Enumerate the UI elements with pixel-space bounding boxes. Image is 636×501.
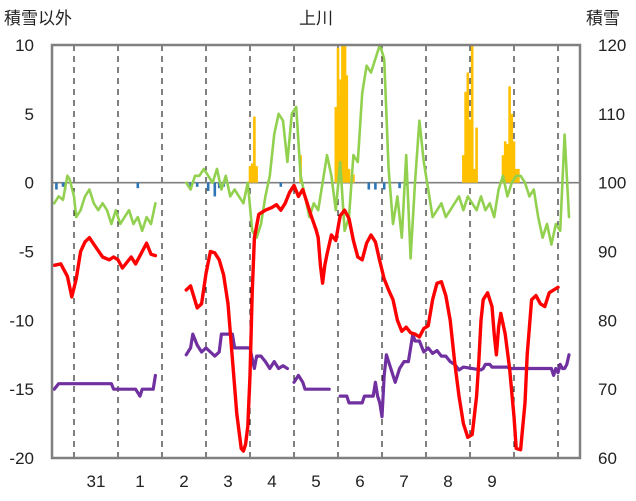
x-axis-ticks: 31 1 2 3 4 5 6 7 8 9 [87,472,497,491]
precip-bar [336,47,340,183]
precip-bar [475,127,478,183]
series-lines [52,43,571,453]
precip-bar [508,86,511,183]
precip-bar [250,163,254,183]
wind-line [52,373,157,398]
negative-bar [136,182,140,189]
precip-bar [506,144,509,183]
left-tick-label: -10 [9,311,34,330]
negative-bar [367,182,371,190]
negative-bar [213,182,217,197]
negative-bar [374,182,377,190]
left-tick-label: -20 [9,449,34,468]
precip-bar [255,166,258,183]
negative-bar [61,182,65,187]
precip-bar [352,174,355,183]
x-tick-label: 4 [267,472,276,491]
precip-bar [466,72,470,183]
precip-bar [468,119,472,183]
negative-bar [279,182,283,187]
x-tick-label: 7 [399,472,408,491]
x-tick-label: 1 [135,472,144,491]
right-tick-label: 70 [598,380,617,399]
snow_depth-line [52,174,157,233]
precip-bar [345,75,349,183]
left-tick-label: 10 [15,36,34,55]
precip-bar [248,166,252,183]
precip-bars [248,45,520,183]
wind-line [184,332,289,371]
x-tick-label: 31 [87,472,106,491]
negative-bar [382,182,386,190]
negative-bar [398,182,401,189]
precip-bar [501,155,505,183]
precip-bar [503,141,507,183]
right-tick-label: 90 [598,243,617,262]
negative-bar [195,182,199,187]
precip-bar [334,106,338,183]
snow_depth-line [184,43,571,260]
x-tick-label: 2 [179,472,188,491]
x-tick-label: 6 [355,472,364,491]
left-axis-ticks: 10 5 0 -5 -10 -15 -20 [9,36,34,468]
left-tick-label: -15 [9,380,34,399]
precip-bar [339,79,342,183]
x-tick-label: 5 [311,472,320,491]
x-tick-label: 8 [443,472,452,491]
wind-line [338,332,571,419]
wind-line [292,373,331,391]
x-tick-label: 3 [223,472,232,491]
precip-bar [470,45,474,183]
precip-bar [338,97,341,183]
precip-bar [464,91,467,183]
right-tick-label: 120 [598,36,626,55]
precip-bar [347,168,351,183]
negative-bar [206,182,210,191]
temperature-line [184,183,560,453]
precip-bar [343,45,347,183]
left-tick-label: -5 [19,243,34,262]
precip-bar [473,168,476,183]
precip-bar [462,155,465,183]
precip-bar [342,45,346,183]
right-tick-label: 100 [598,174,626,193]
precip-bar [341,45,344,183]
precip-bar [512,141,516,183]
right-tick-label: 110 [598,105,625,124]
chart-title: 上川 [299,9,333,29]
right-tick-label: 80 [598,311,617,330]
temperature-line [52,235,158,299]
plot-frame [50,43,582,460]
left-axis-label: 積雪以外 [4,9,72,29]
precip-bar [253,116,256,183]
left-tick-label: 0 [25,174,34,193]
precip-bar [510,113,514,183]
right-axis-label: 積雪 [586,9,620,29]
x-tick-label: 9 [487,472,496,491]
right-axis-ticks: 120 110 100 90 80 70 60 [598,36,626,468]
right-tick-label: 60 [598,449,617,468]
plot-area [52,45,580,458]
left-tick-label: 5 [25,105,34,124]
negative-bar [55,182,58,190]
